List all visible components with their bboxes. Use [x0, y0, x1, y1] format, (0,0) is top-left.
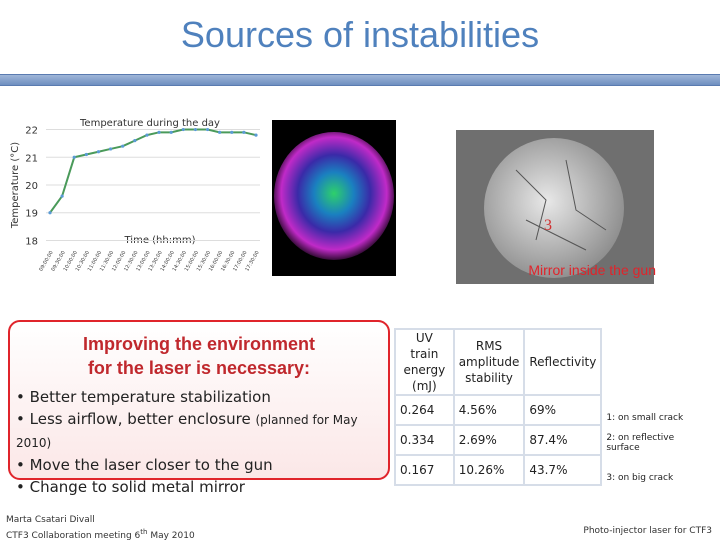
data-point [218, 130, 222, 134]
footer-superscript: th [140, 528, 148, 536]
text: RMS [475, 339, 503, 353]
y-axis-label: Temperature (°C) [10, 142, 21, 229]
data-point [60, 194, 64, 198]
footer-right: Photo-injector laser for CTF3 [583, 526, 712, 536]
data-point [72, 155, 76, 159]
bullet-text: • Less airflow, better enclosure [16, 410, 251, 428]
data-point [96, 150, 101, 154]
y-tick-label: 20 [25, 181, 38, 192]
cell: 4.56% [452, 394, 526, 426]
info-box: Improving the environment for the laser i… [8, 320, 390, 496]
bullet: • Less airflow, better enclosure (planne… [16, 408, 388, 454]
text: stability [465, 371, 513, 385]
note: 3: on big crack [606, 473, 674, 483]
note: 2: on reflective surface [606, 433, 675, 453]
cell: 0.167 [394, 454, 455, 486]
footer-left: Marta Csatari Divall CTF3 Collaboration … [6, 514, 195, 542]
slide-title: Sources of instabilities [180, 14, 540, 55]
cell: 10.26% [452, 454, 526, 486]
empty-cell [601, 329, 715, 395]
results-table: UV train energy (mJ) RMS amplitude stability… [394, 328, 716, 486]
data-point [254, 133, 258, 137]
box-heading: Improving the environment for the laser i… [10, 332, 388, 380]
cell: 87.4% [523, 424, 603, 456]
data-point [145, 133, 149, 137]
data-line [49, 128, 257, 214]
data-point [157, 130, 161, 134]
cell: 69% [523, 394, 603, 426]
data-point [108, 147, 113, 151]
cell: 0.264 [394, 394, 455, 426]
footer-author: Marta Csatari Divall [6, 515, 95, 525]
header-cell: Reflectivity [523, 328, 603, 396]
footer-event: CTF3 Collaboration meeting 6 [6, 531, 141, 541]
data-point [133, 139, 137, 143]
data-point [48, 211, 52, 215]
text: amplitude [458, 355, 520, 369]
y-tick-label: 22 [25, 126, 38, 137]
data-point [169, 130, 173, 134]
data-point [121, 144, 125, 148]
footer-date: May 2010 [147, 531, 195, 541]
heading-line: Improving the environment [82, 334, 316, 354]
y-tick-label: 21 [25, 153, 38, 164]
header-cell: RMS amplitude stability [452, 328, 526, 396]
cell: 43.7% [523, 454, 603, 486]
text: (mJ) [412, 379, 437, 393]
text: UV train [410, 331, 439, 361]
heading-line: for the laser is necessary: [87, 358, 311, 378]
bullet: • Better temperature stabilization [16, 388, 271, 406]
text: energy [403, 363, 446, 377]
svg-text:3: 3 [544, 217, 552, 234]
cell: 2.69% [452, 424, 526, 456]
chart: Temperature during the day Temperature (°… [10, 118, 261, 272]
data-point [193, 127, 198, 132]
title-band [0, 74, 720, 86]
y-tick-label: 19 [25, 209, 38, 220]
note: 1: on small crack [606, 413, 684, 423]
data-point [205, 127, 210, 132]
bullet: • Move the laser closer to the gun [16, 456, 273, 474]
bullet: • Change to solid metal mirror [16, 478, 245, 496]
header-cell: UV train energy (mJ) [394, 328, 455, 396]
y-tick-label: 18 [25, 236, 38, 247]
bullet-list: • Better temperature stabilization • Les… [16, 386, 388, 498]
data-point [242, 130, 246, 134]
data-point [84, 152, 88, 157]
cell: 0.334 [394, 424, 455, 456]
laser-profile-image [272, 120, 396, 276]
chart-title: Temperature during the day [79, 118, 220, 129]
image-caption: Mirror inside the gun [528, 262, 656, 278]
mirror-image: 3 [456, 130, 654, 284]
bullet-note: (planned for May 2010) [16, 413, 358, 450]
data-point [230, 130, 234, 134]
data-point [181, 127, 185, 132]
